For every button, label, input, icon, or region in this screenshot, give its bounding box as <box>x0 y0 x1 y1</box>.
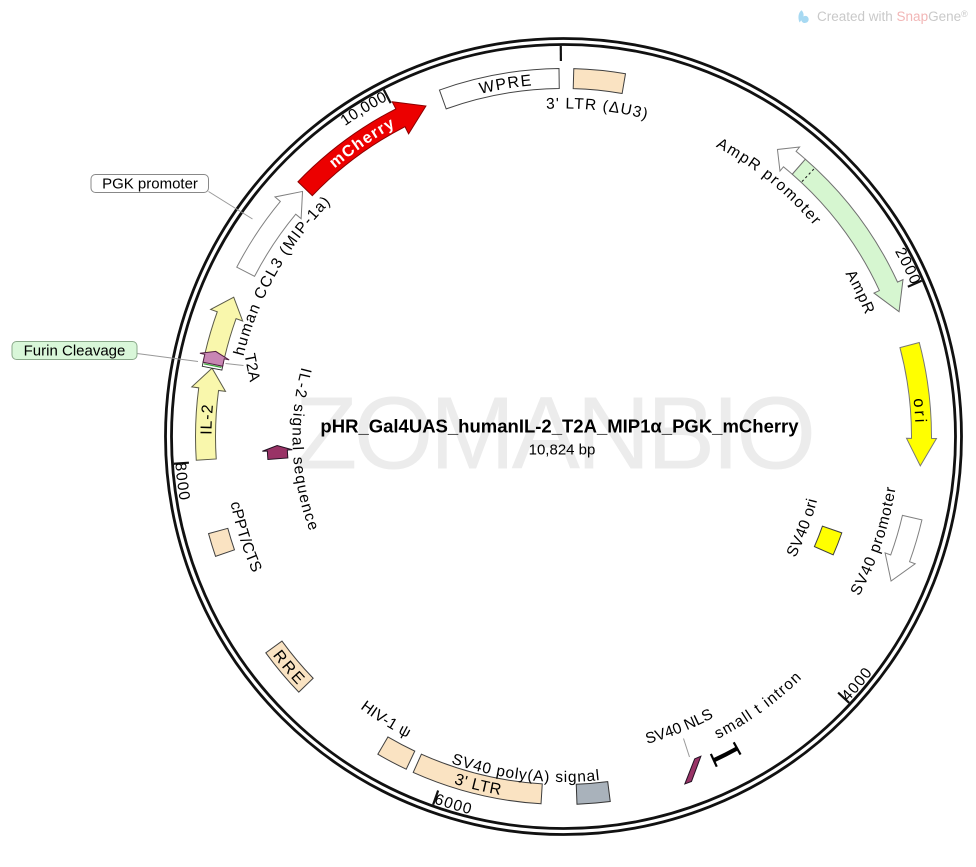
svg-text:10,824 bp: 10,824 bp <box>529 442 596 459</box>
svg-text:pHR_Gal4UAS_humanIL-2_T2A_MIP1: pHR_Gal4UAS_humanIL-2_T2A_MIP1α_PGK_mChe… <box>320 416 799 437</box>
svg-text:IL-2: IL-2 <box>199 404 217 435</box>
svg-text:ZOMANBIO: ZOMANBIO <box>295 376 813 491</box>
svg-text:T2A: T2A <box>241 352 263 384</box>
svg-text:PGK promoter: PGK promoter <box>102 176 198 193</box>
svg-text:Created with SnapGene®: Created with SnapGene® <box>817 9 968 24</box>
svg-text:Furin Cleavage: Furin Cleavage <box>24 343 126 360</box>
